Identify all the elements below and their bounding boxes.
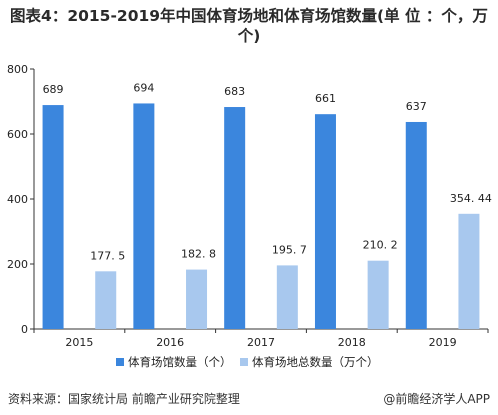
x-tick-label: 2018 xyxy=(338,336,366,349)
data-label: 661 xyxy=(315,92,336,105)
y-tick-label: 0 xyxy=(21,323,28,336)
data-label: 689 xyxy=(43,83,64,96)
bar-0-2018 xyxy=(314,114,336,329)
bar-1-2016 xyxy=(186,269,208,329)
chart-labels: 689 694 683 661 637 177. 5 182. 8 195. 7 210. 2 3… xyxy=(43,81,492,262)
data-label: 683 xyxy=(224,85,245,98)
chart-bars xyxy=(42,103,480,330)
y-tick-label: 400 xyxy=(7,193,28,206)
brand-credit: @前瞻经济学人APP xyxy=(383,392,490,406)
data-label: 637 xyxy=(406,100,427,113)
bar-1-2018 xyxy=(367,260,389,329)
data-label: 177. 5 xyxy=(90,249,125,262)
x-tick-label: 2019 xyxy=(429,336,457,349)
source-note: 资料来源：国家统计局 前瞻产业研究院整理 xyxy=(8,392,240,406)
legend-swatch xyxy=(240,358,248,366)
bar-0-2015 xyxy=(42,105,64,329)
x-tick-label: 2015 xyxy=(65,336,93,349)
data-label: 694 xyxy=(133,81,154,94)
legend-label: 体育场馆数量（个） xyxy=(128,355,232,369)
bar-1-2019 xyxy=(458,213,480,329)
chart-title: 图表4：2015-2019年中国体育场地和体育场馆数量(单 位 ：个，万个) xyxy=(10,7,488,45)
y-tick-label: 200 xyxy=(7,258,28,271)
data-label: 210. 2 xyxy=(363,239,398,252)
data-label: 182. 8 xyxy=(181,248,216,261)
bar-1-2017 xyxy=(276,265,298,329)
bar-0-2019 xyxy=(405,121,427,329)
y-tick-label: 600 xyxy=(7,128,28,141)
bar-1-2015 xyxy=(95,271,117,329)
bar-0-2017 xyxy=(224,107,246,330)
legend-label: 体育场地总数量（万个） xyxy=(252,355,379,369)
chart-legend: 体育场馆数量（个） 体育场地总数量（万个） xyxy=(116,355,379,369)
legend-swatch xyxy=(116,358,124,366)
data-label: 195. 7 xyxy=(272,243,307,256)
x-tick-label: 2017 xyxy=(247,336,275,349)
bar-0-2016 xyxy=(133,103,155,329)
y-tick-label: 800 xyxy=(7,63,28,76)
x-tick-label: 2016 xyxy=(156,336,184,349)
data-label: 354. 44 xyxy=(450,192,492,205)
